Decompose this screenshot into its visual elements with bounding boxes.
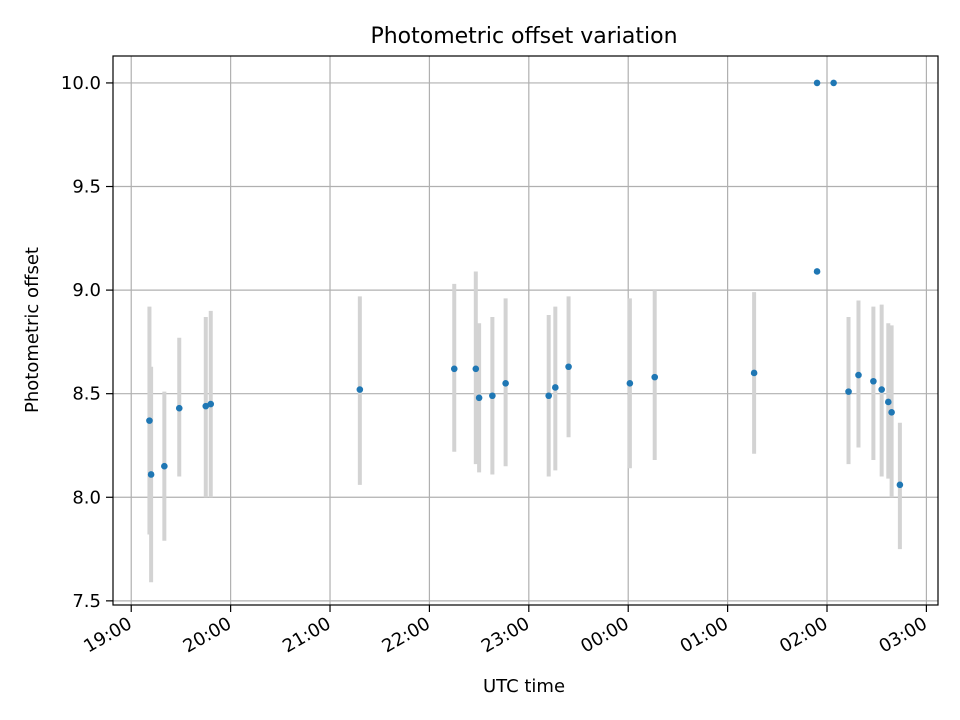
data-point (626, 380, 634, 387)
data-point (552, 384, 559, 391)
data-point (896, 481, 904, 489)
data-point (878, 386, 885, 393)
data-point (651, 373, 659, 381)
data-point (565, 363, 572, 371)
grid (113, 56, 938, 605)
y-axis-ticks: 7.5 8.0 8.5 9.0 9.5 10.0 (61, 73, 113, 612)
data-points (146, 79, 904, 489)
x-axis-label: UTC time (483, 676, 565, 697)
data-point (502, 380, 509, 387)
data-point (845, 388, 852, 395)
data-point (489, 392, 496, 400)
data-point (356, 386, 364, 393)
data-point (207, 400, 215, 408)
y-axis-label: Photometric offset (22, 247, 43, 413)
chart-title: Photometric offset variation (370, 24, 677, 49)
data-point (813, 79, 821, 87)
data-point (830, 79, 837, 87)
data-point (472, 365, 480, 373)
y-tick-label: 8.0 (72, 487, 101, 508)
data-point (813, 268, 821, 275)
data-point (450, 365, 458, 373)
plot-area-frame (112, 55, 939, 606)
data-point (855, 371, 862, 379)
y-tick-label: 9.0 (72, 280, 101, 301)
data-point (202, 402, 210, 410)
data-point (870, 377, 877, 385)
y-tick-label: 7.5 (72, 591, 101, 612)
data-point (888, 409, 895, 416)
data-point (161, 462, 168, 470)
data-point (750, 369, 758, 377)
data-point (475, 394, 483, 402)
data-point (146, 417, 153, 424)
data-point (147, 471, 155, 478)
y-tick-label: 10.0 (61, 73, 101, 94)
y-tick-label: 8.5 (72, 384, 101, 405)
data-point (175, 404, 183, 412)
y-tick-label: 9.5 (72, 177, 101, 198)
data-point (885, 398, 892, 406)
data-point (545, 392, 552, 400)
